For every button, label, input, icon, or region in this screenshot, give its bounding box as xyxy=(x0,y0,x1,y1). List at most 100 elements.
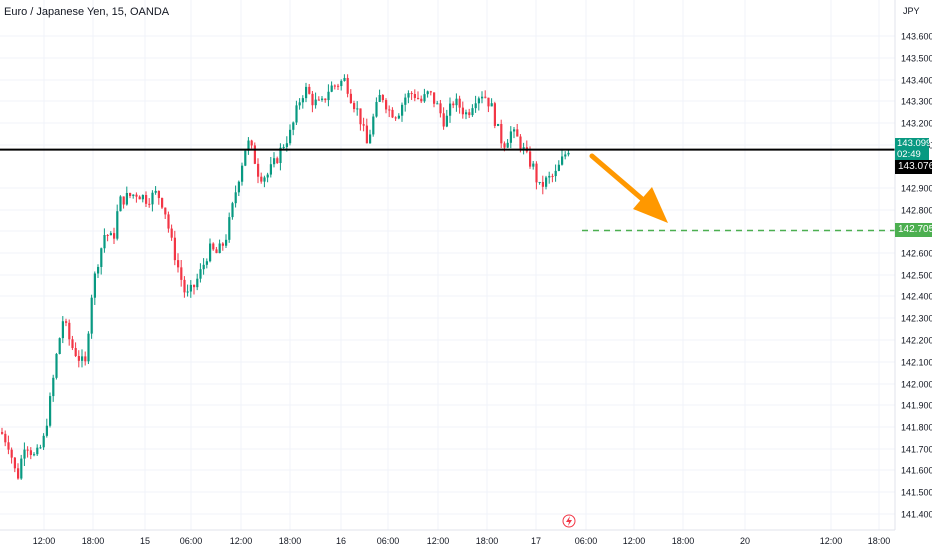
candle xyxy=(171,225,173,241)
time-tick-label: 06:00 xyxy=(180,536,203,546)
candle xyxy=(564,151,566,159)
candle xyxy=(212,242,214,251)
candle xyxy=(337,84,339,90)
candle xyxy=(353,101,355,113)
candle xyxy=(139,195,141,199)
candle xyxy=(222,242,224,251)
candle xyxy=(491,98,493,106)
candle xyxy=(97,264,99,278)
candle xyxy=(516,124,518,137)
candle xyxy=(327,84,329,106)
candle xyxy=(401,102,403,121)
candle xyxy=(155,186,157,195)
candle xyxy=(468,109,470,118)
candle xyxy=(158,190,160,204)
candle xyxy=(39,445,41,449)
candle xyxy=(244,150,246,166)
candle xyxy=(62,316,64,343)
candle xyxy=(369,130,371,144)
lightning-icon[interactable] xyxy=(563,515,575,527)
candle xyxy=(94,271,96,305)
candle xyxy=(46,419,48,438)
candle xyxy=(225,234,227,248)
candle xyxy=(366,119,368,144)
candle xyxy=(187,285,189,297)
candle xyxy=(49,393,51,428)
candle xyxy=(167,212,169,233)
candle xyxy=(433,92,435,107)
currency-label: JPY xyxy=(900,4,923,18)
candle xyxy=(414,89,416,101)
candle xyxy=(263,176,265,187)
candle xyxy=(235,186,237,208)
candle xyxy=(375,97,377,117)
candle xyxy=(119,195,121,211)
price-tick-label: 143.200 xyxy=(901,119,932,129)
time-tick-label: 12:00 xyxy=(820,536,843,546)
candle xyxy=(324,98,326,103)
candle xyxy=(238,180,240,196)
candle xyxy=(507,139,509,148)
candle xyxy=(142,194,144,202)
candle xyxy=(199,263,201,282)
candle xyxy=(33,452,35,456)
candle xyxy=(484,90,486,98)
price-tick-label: 142.900 xyxy=(901,184,932,194)
time-tick-label: 12:00 xyxy=(427,536,450,546)
candle xyxy=(55,353,57,380)
candle xyxy=(494,102,496,128)
candle xyxy=(267,173,269,182)
candle xyxy=(276,157,278,164)
candle xyxy=(446,110,448,127)
price-axis[interactable]: 143.600143.500143.400143.300143.200143.1… xyxy=(901,32,932,520)
candle xyxy=(110,231,112,235)
candle xyxy=(11,448,13,464)
candle xyxy=(427,91,429,98)
candle xyxy=(20,455,22,480)
candle xyxy=(302,95,304,108)
price-tick-label: 143.300 xyxy=(901,97,932,107)
time-axis[interactable]: 12:00 18:00 15 06:00 12:00 18:00 16 06:00 12:00 1… xyxy=(33,536,891,546)
candle xyxy=(126,187,128,206)
candle xyxy=(350,89,352,104)
candle xyxy=(459,96,461,114)
candle xyxy=(295,101,297,125)
price-tick-label: 141.900 xyxy=(901,401,932,411)
candle xyxy=(475,96,477,113)
candle xyxy=(471,104,473,117)
bar-countdown: 02:49 xyxy=(897,150,927,161)
candle xyxy=(439,100,441,117)
candle xyxy=(545,176,547,190)
candle xyxy=(385,98,387,113)
candle xyxy=(132,194,134,199)
price-tick-label: 143.500 xyxy=(901,54,932,64)
target-price-label: 142.705 xyxy=(895,223,932,237)
candle xyxy=(247,137,249,155)
candle xyxy=(219,240,221,254)
candle xyxy=(343,74,345,81)
candle xyxy=(4,430,6,446)
candle xyxy=(430,91,432,96)
candle xyxy=(270,157,272,177)
candle xyxy=(558,160,560,171)
candle xyxy=(455,93,457,111)
candle xyxy=(193,284,195,294)
candle xyxy=(23,442,25,466)
candle xyxy=(500,120,502,148)
candle xyxy=(84,352,86,366)
candle xyxy=(65,319,67,326)
time-tick-label: 12:00 xyxy=(230,536,253,546)
candle xyxy=(526,140,528,153)
candle xyxy=(180,260,182,287)
current-price-badge: 143.099 02:49 xyxy=(895,138,929,161)
price-tick-label: 142.600 xyxy=(901,249,932,259)
price-tick-label: 143.400 xyxy=(901,76,932,86)
candle xyxy=(254,142,256,164)
down-arrow-drawing[interactable] xyxy=(592,156,668,223)
candle xyxy=(404,94,406,112)
candle xyxy=(129,193,131,199)
chart-grid xyxy=(0,0,895,530)
price-tick-label: 143.600 xyxy=(901,32,932,42)
candle xyxy=(567,150,569,156)
